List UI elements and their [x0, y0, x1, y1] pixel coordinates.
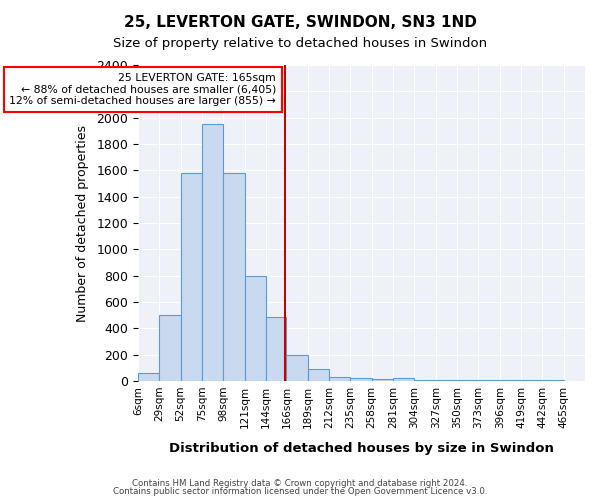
Bar [266, 316, 286, 381]
Text: Contains HM Land Registry data © Crown copyright and database right 2024.: Contains HM Land Registry data © Crown c… [132, 478, 468, 488]
Bar [457, 380, 478, 381]
Bar [350, 378, 372, 381]
Bar [308, 370, 329, 381]
X-axis label: Distribution of detached houses by size in Swindon: Distribution of detached houses by size … [169, 442, 554, 455]
Bar [160, 316, 181, 381]
Text: Size of property relative to detached houses in Swindon: Size of property relative to detached ho… [113, 38, 487, 51]
Bar [500, 380, 521, 381]
Bar [138, 373, 160, 381]
Bar [393, 378, 415, 381]
Bar [436, 380, 457, 381]
Bar [372, 379, 393, 381]
Bar [542, 380, 563, 381]
Bar [521, 380, 542, 381]
Bar [202, 124, 223, 381]
Bar [245, 276, 266, 381]
Text: 25 LEVERTON GATE: 165sqm
← 88% of detached houses are smaller (6,405)
12% of sem: 25 LEVERTON GATE: 165sqm ← 88% of detach… [10, 73, 276, 106]
Bar [181, 173, 202, 381]
Y-axis label: Number of detached properties: Number of detached properties [76, 124, 89, 322]
Bar [223, 173, 245, 381]
Bar [415, 380, 436, 381]
Text: 25, LEVERTON GATE, SWINDON, SN3 1ND: 25, LEVERTON GATE, SWINDON, SN3 1ND [124, 15, 476, 30]
Bar [286, 356, 308, 381]
Bar [329, 376, 350, 381]
Bar [478, 380, 500, 381]
Text: Contains public sector information licensed under the Open Government Licence v3: Contains public sector information licen… [113, 487, 487, 496]
